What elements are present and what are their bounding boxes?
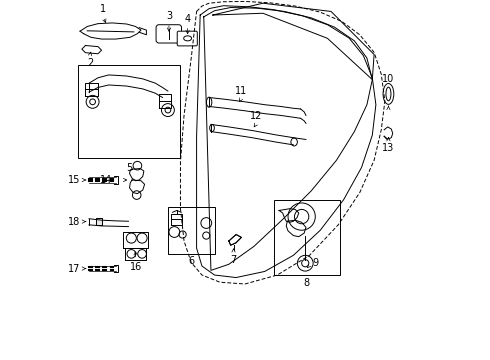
Text: 10: 10 [382,74,394,84]
Circle shape [90,99,96,105]
Text: 12: 12 [250,111,263,121]
Bar [78,65,180,158]
Text: 1: 1 [100,4,106,14]
Text: 16: 16 [129,262,142,272]
Text: 3: 3 [166,11,172,21]
Bar [274,200,340,275]
Bar [168,207,215,253]
Text: 14: 14 [100,175,112,185]
Text: 2: 2 [87,58,93,68]
Text: 11: 11 [235,86,247,96]
FancyBboxPatch shape [156,25,181,43]
Polygon shape [229,234,242,245]
FancyBboxPatch shape [177,31,197,46]
Circle shape [165,107,171,113]
Text: 9: 9 [313,258,318,268]
Text: 15: 15 [68,175,80,185]
Text: 6: 6 [188,256,194,266]
Polygon shape [96,219,102,225]
Text: 8: 8 [304,278,310,288]
Text: 7: 7 [230,255,237,265]
Text: 4: 4 [185,14,191,24]
Text: 18: 18 [68,217,80,226]
Text: 5: 5 [126,163,133,173]
Text: 17: 17 [68,264,80,274]
Text: 13: 13 [382,143,394,153]
